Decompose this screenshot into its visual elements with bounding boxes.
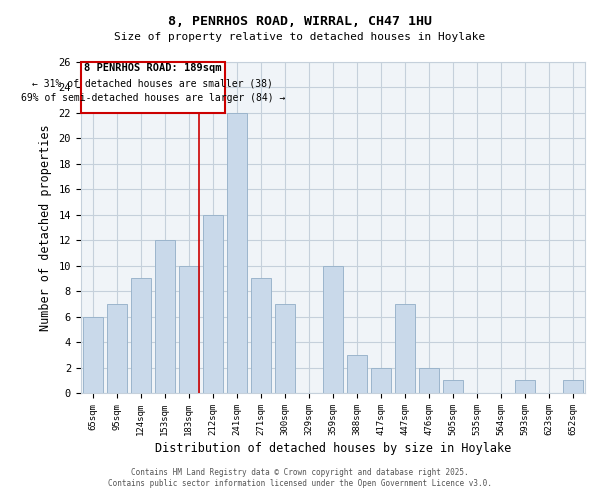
Bar bbox=[563, 380, 583, 393]
Text: 69% of semi-detached houses are larger (84) →: 69% of semi-detached houses are larger (… bbox=[20, 94, 285, 104]
Bar bbox=[155, 240, 175, 393]
Text: 8, PENRHOS ROAD, WIRRAL, CH47 1HU: 8, PENRHOS ROAD, WIRRAL, CH47 1HU bbox=[168, 15, 432, 28]
Bar bbox=[203, 214, 223, 393]
Bar bbox=[179, 266, 199, 393]
Y-axis label: Number of detached properties: Number of detached properties bbox=[38, 124, 52, 330]
Text: Size of property relative to detached houses in Hoylake: Size of property relative to detached ho… bbox=[115, 32, 485, 42]
Bar bbox=[371, 368, 391, 393]
Bar bbox=[83, 316, 103, 393]
Bar bbox=[275, 304, 295, 393]
Text: 8 PENRHOS ROAD: 189sqm: 8 PENRHOS ROAD: 189sqm bbox=[84, 63, 221, 73]
Bar bbox=[131, 278, 151, 393]
Bar bbox=[227, 112, 247, 393]
Bar bbox=[515, 380, 535, 393]
Bar bbox=[347, 355, 367, 393]
Bar bbox=[323, 266, 343, 393]
Text: Contains HM Land Registry data © Crown copyright and database right 2025.
Contai: Contains HM Land Registry data © Crown c… bbox=[108, 468, 492, 487]
Text: ← 31% of detached houses are smaller (38): ← 31% of detached houses are smaller (38… bbox=[32, 78, 273, 88]
Bar bbox=[395, 304, 415, 393]
Bar bbox=[107, 304, 127, 393]
X-axis label: Distribution of detached houses by size in Hoylake: Distribution of detached houses by size … bbox=[155, 442, 511, 455]
Bar bbox=[251, 278, 271, 393]
Bar bbox=[443, 380, 463, 393]
FancyBboxPatch shape bbox=[81, 62, 225, 112]
Bar bbox=[419, 368, 439, 393]
